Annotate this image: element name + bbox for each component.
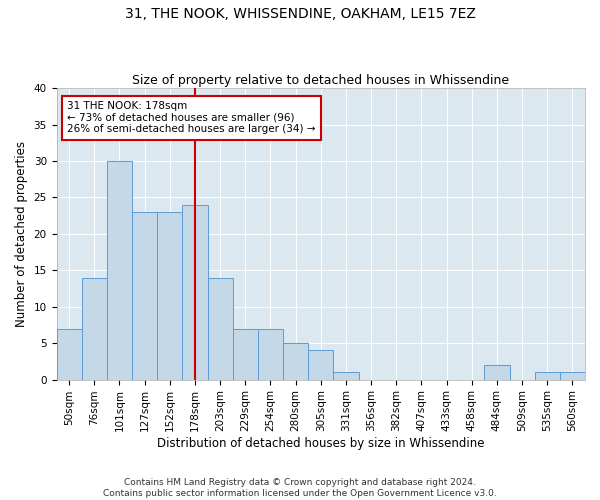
Bar xyxy=(334,372,359,380)
Bar xyxy=(107,161,132,380)
Bar xyxy=(132,212,157,380)
Bar xyxy=(82,278,107,380)
Bar xyxy=(560,372,585,380)
Text: Contains HM Land Registry data © Crown copyright and database right 2024.
Contai: Contains HM Land Registry data © Crown c… xyxy=(103,478,497,498)
Bar xyxy=(535,372,560,380)
Bar xyxy=(56,328,82,380)
Bar xyxy=(157,212,182,380)
Bar xyxy=(233,328,258,380)
Text: 31, THE NOOK, WHISSENDINE, OAKHAM, LE15 7EZ: 31, THE NOOK, WHISSENDINE, OAKHAM, LE15 … xyxy=(125,8,475,22)
Y-axis label: Number of detached properties: Number of detached properties xyxy=(15,141,28,327)
Text: 31 THE NOOK: 178sqm
← 73% of detached houses are smaller (96)
26% of semi-detach: 31 THE NOOK: 178sqm ← 73% of detached ho… xyxy=(67,102,316,134)
Bar xyxy=(258,328,283,380)
Bar xyxy=(308,350,334,380)
X-axis label: Distribution of detached houses by size in Whissendine: Distribution of detached houses by size … xyxy=(157,437,485,450)
Bar xyxy=(484,365,509,380)
Bar xyxy=(283,343,308,380)
Bar xyxy=(182,204,208,380)
Title: Size of property relative to detached houses in Whissendine: Size of property relative to detached ho… xyxy=(132,74,509,87)
Bar xyxy=(208,278,233,380)
